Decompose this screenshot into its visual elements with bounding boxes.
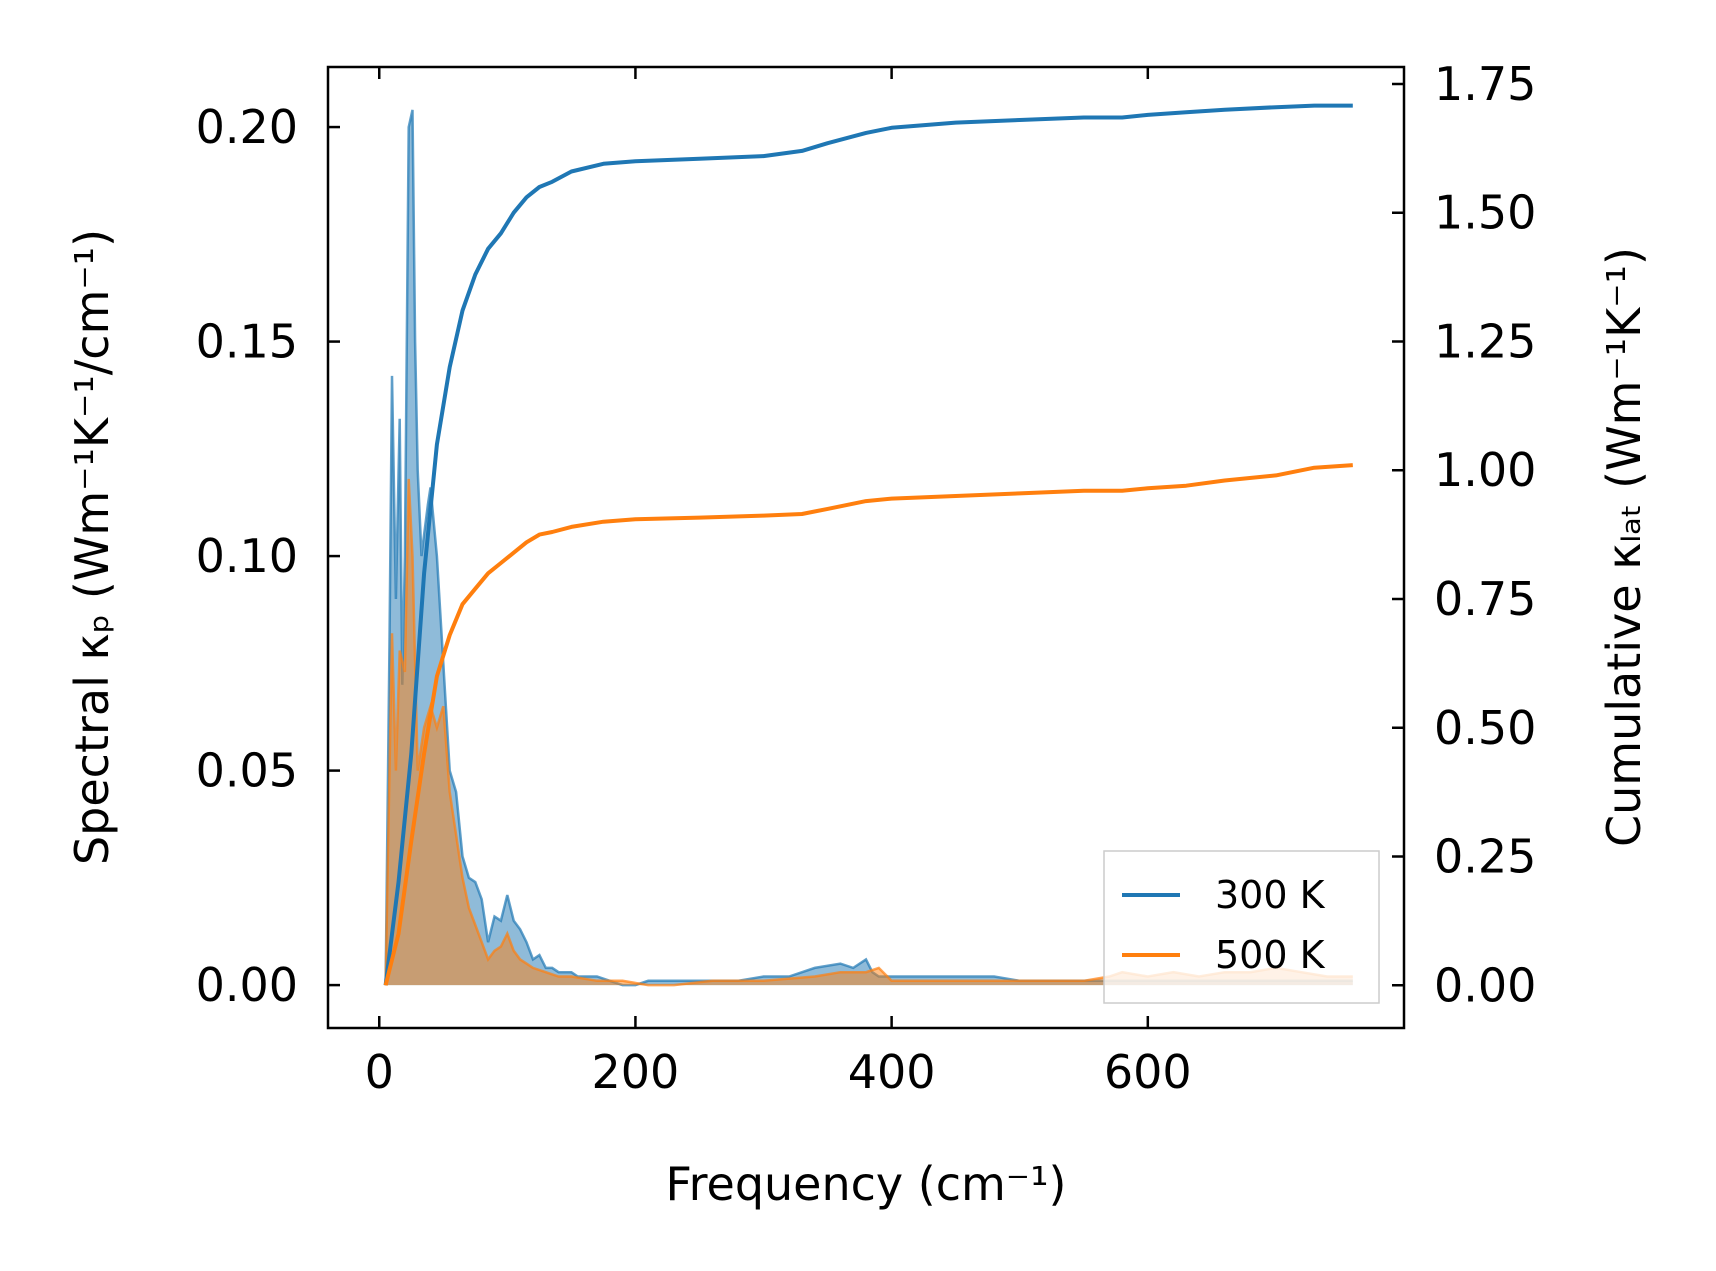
cumulative-line-300k: [383, 103, 1353, 986]
legend-box: [1103, 850, 1380, 1004]
left-y-tick-label: 0.15: [196, 315, 298, 369]
left-y-tick-label: 0.00: [196, 958, 298, 1012]
left-y-tick-label: 0.10: [196, 529, 298, 583]
right-y-tick-label: 1.00: [1434, 443, 1536, 497]
x-axis-label: Frequency (cm⁻¹): [666, 1157, 1067, 1211]
right-y-tick-label: 1.50: [1434, 186, 1536, 240]
right-y-axis-ticks: 0.00 0.25 0.50 0.75 1.00 1.25 1.50 1.75: [1392, 57, 1536, 1012]
right-y-tick-label: 0.75: [1434, 572, 1536, 626]
right-y-tick-label: 0.00: [1434, 958, 1536, 1012]
left-y-axis-ticks: 0.00 0.05 0.10 0.15 0.20: [196, 100, 340, 1012]
x-axis-ticks: 0 200 400 600: [365, 67, 1192, 1099]
left-y-axis-label: Spectral κₚ (Wm⁻¹K⁻¹/cm⁻¹): [65, 229, 119, 865]
x-tick-label: 0: [365, 1045, 394, 1099]
right-y-axis-label: Cumulative κₗₐₜ (Wm⁻¹K⁻¹): [1597, 247, 1651, 847]
right-y-tick-label: 0.50: [1434, 701, 1536, 755]
cumulative-line-500k: [383, 463, 1353, 986]
left-y-tick-label: 0.05: [196, 744, 298, 798]
right-y-tick-label: 1.25: [1434, 314, 1536, 368]
x-tick-label: 400: [848, 1045, 936, 1099]
x-tick-label: 200: [592, 1045, 680, 1099]
left-y-tick-label: 0.20: [196, 100, 298, 154]
right-y-tick-label: 0.25: [1434, 830, 1536, 884]
x-tick-label: 600: [1104, 1045, 1192, 1099]
legend: 300 K 500 K: [1103, 850, 1380, 1004]
legend-label-300k: 300 K: [1215, 873, 1326, 917]
right-y-tick-label: 1.75: [1434, 57, 1536, 111]
plot-frame: [326, 65, 1406, 1030]
legend-label-500k: 500 K: [1215, 933, 1326, 977]
